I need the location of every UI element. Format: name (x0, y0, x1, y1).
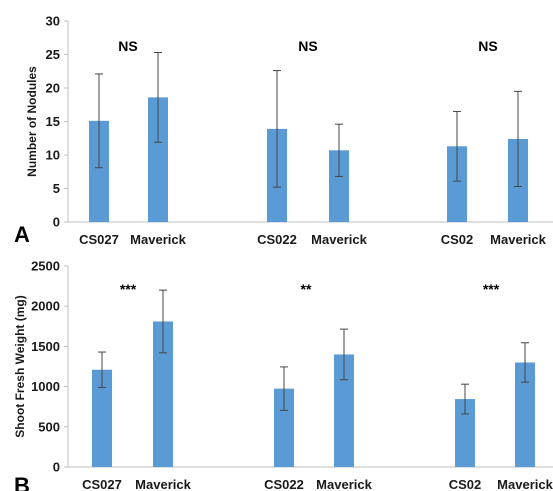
bar (515, 362, 535, 467)
y-tick-label: 5 (53, 181, 60, 196)
significance-label: ** (301, 281, 312, 297)
bar (334, 354, 354, 467)
y-tick-label: 0 (53, 215, 60, 230)
panel-a-nodules-chart: 0 5 10 15 20 25 30 Number of Nodules CS027 Maveri… (14, 14, 553, 247)
category-label: Maverick (135, 477, 191, 491)
y-tick-label: 0 (53, 460, 60, 475)
y-axis-title: Shoot Fresh Weight (mg) (13, 295, 27, 437)
y-tick-label: 10 (46, 148, 60, 163)
panel-label: A (14, 222, 30, 247)
category-label: CS022 (257, 232, 297, 247)
y-tick-label: 2500 (31, 259, 60, 274)
category-label: CS02 (449, 477, 482, 491)
category-label: CS027 (79, 232, 119, 247)
bar (329, 150, 349, 222)
bar (455, 399, 475, 467)
y-axis-title: Number of Nodules (25, 66, 39, 177)
significance-label: *** (120, 281, 137, 297)
panel-label: B (14, 473, 30, 491)
category-label: Maverick (490, 232, 546, 247)
bar (274, 388, 294, 467)
category-label: Maverick (311, 232, 367, 247)
significance-label: NS (478, 38, 497, 54)
category-label: Maverick (316, 477, 372, 491)
y-tick-label: 30 (46, 14, 60, 29)
panel-b-shoot-weight-chart: 0 500 1000 1500 2000 2500 Shoot Fresh Weight (… (13, 259, 553, 491)
category-label: Maverick (497, 477, 553, 491)
significance-label: NS (298, 38, 317, 54)
bar (89, 120, 109, 222)
significance-label: *** (483, 281, 500, 297)
category-label: CS027 (82, 477, 122, 491)
bar (148, 97, 168, 222)
y-tick-label: 15 (46, 114, 60, 129)
category-label: Maverick (130, 232, 186, 247)
y-tick-label: 25 (46, 47, 60, 62)
category-label: CS02 (441, 232, 474, 247)
bar (447, 146, 467, 222)
y-tick-label: 20 (46, 81, 60, 96)
y-tick-label: 1000 (31, 379, 60, 394)
bar (92, 369, 112, 467)
y-tick-label: 2000 (31, 299, 60, 314)
y-tick-label: 1500 (31, 339, 60, 354)
y-tick-label: 500 (38, 419, 60, 434)
bar (153, 321, 173, 467)
category-label: CS022 (264, 477, 304, 491)
significance-label: NS (118, 38, 137, 54)
